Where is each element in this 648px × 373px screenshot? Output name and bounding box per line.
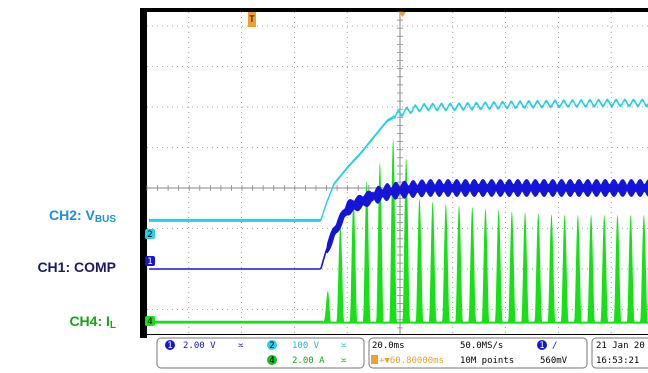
ch1-scale: 2.00 V [183, 341, 216, 351]
trigger-position-icon [399, 12, 406, 17]
ch1-comp-line [149, 187, 648, 270]
svg-text:1: 1 [167, 341, 172, 351]
svg-text:T: T [249, 15, 255, 25]
ch4-bandwidth-icon: ≍ [341, 356, 347, 366]
ch4-badge[interactable] [267, 355, 277, 365]
ch2-vbus-line [149, 99, 648, 222]
ch2-badge[interactable] [267, 340, 277, 350]
svg-text:4: 4 [147, 317, 152, 327]
trigger-source-badge[interactable] [537, 340, 547, 350]
record-length: 10M points [460, 356, 514, 366]
ch1-badge[interactable] [165, 340, 175, 350]
ch4-marker[interactable]: 4 [145, 316, 155, 327]
svg-text:2: 2 [269, 341, 274, 351]
ch1-marker[interactable]: 1 [145, 256, 155, 267]
ch4-label: CH4: IL [69, 313, 116, 331]
ch1-bandwidth-icon: ≍ [238, 341, 244, 351]
rising-edge-icon: ∕ [552, 341, 557, 351]
ch2-scale: 100 V [292, 341, 320, 351]
svg-text:2: 2 [147, 230, 152, 240]
waveform-traces [149, 98, 648, 324]
ch2-marker[interactable]: 2 [145, 229, 155, 240]
ch2-label: CH2: VBUS [48, 207, 116, 225]
ch1-label: CH1: COMP [37, 259, 116, 275]
datetime-readout [591, 337, 648, 369]
trigger-offset: +▼60.80000ms [379, 356, 444, 366]
horizontal-readout [368, 337, 588, 369]
svg-text:1: 1 [539, 341, 544, 351]
sample-rate: 50.0MS/s [460, 341, 503, 351]
vertical-readout [156, 337, 365, 369]
trigger-offset-icon [371, 355, 378, 364]
trigger-marker[interactable]: T [248, 12, 256, 27]
ch4-scale: 2.00 A [292, 356, 325, 366]
date: 21 Jan 20 [596, 341, 645, 351]
svg-text:1: 1 [147, 257, 152, 267]
ch4-il-trace [149, 138, 648, 324]
trigger-level: 560mV [540, 356, 568, 366]
time: 16:53:21 [596, 356, 639, 366]
timebase: 20.0ms [372, 341, 405, 351]
svg-text:4: 4 [269, 356, 274, 366]
ch2-bandwidth-icon: ≍ [341, 341, 347, 351]
